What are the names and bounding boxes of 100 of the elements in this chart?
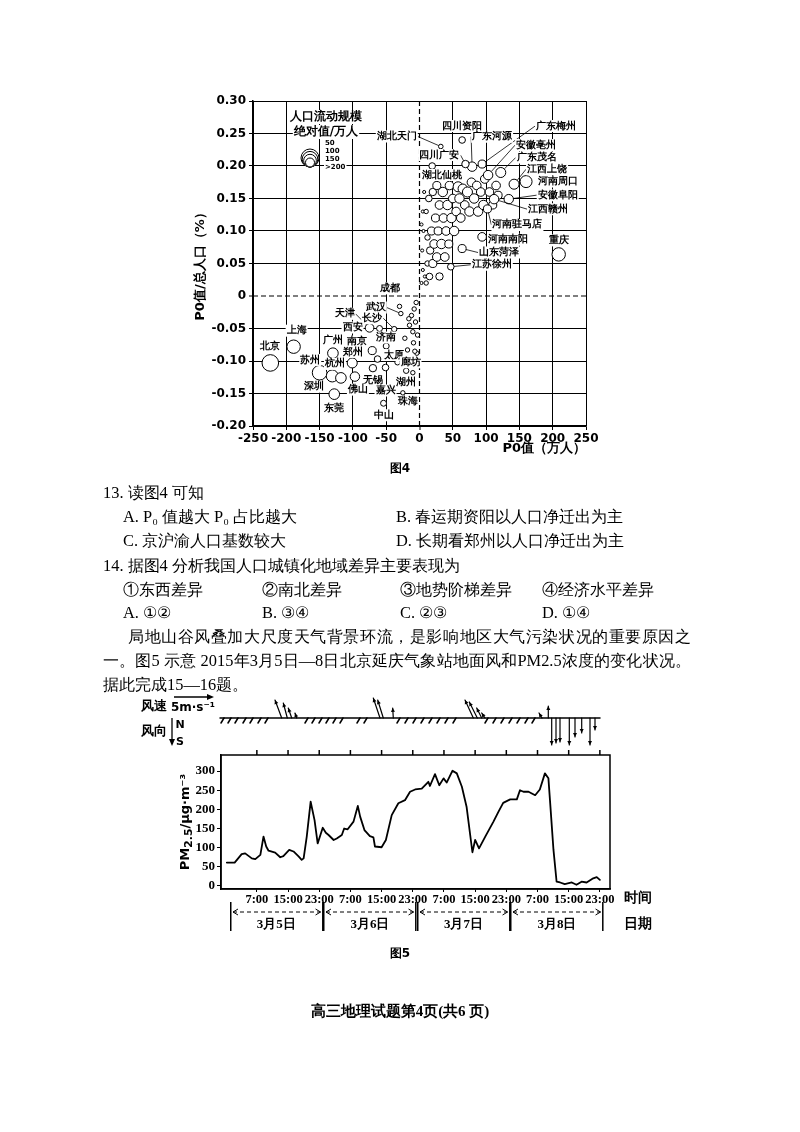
x-tick-label: 23:00 (491, 891, 521, 906)
x2-tick-label: 3月8日 (537, 916, 577, 932)
annotation: 无锡 (361, 373, 383, 385)
y-tick-label: -0.20 (211, 418, 246, 433)
annotation: 安徽亳州 (516, 138, 557, 150)
x-tick-label: 23:00 (398, 891, 428, 906)
annotation: 四川广安 (419, 148, 460, 160)
x-tick-label: 15:00 (367, 891, 397, 906)
y-tick-label: -0.10 (211, 353, 246, 368)
annotation: 江苏徐州 (470, 258, 512, 270)
annotation: 北京 (259, 339, 281, 351)
text: 5m·s⁻¹ (170, 700, 216, 714)
y-tick-label: 0 (237, 288, 246, 303)
x-tick-label: 7:00 (338, 891, 362, 906)
annotation: 天津 (333, 307, 355, 319)
annotation: 东莞 (323, 401, 345, 413)
annotation: 河南周口 (537, 175, 579, 187)
annotation: 成都 (378, 281, 400, 293)
text: A. P₀ 值越大 P₀ 占比越大 (123, 506, 297, 528)
text: B. 春运期资阳以人口净迁出为主 (396, 506, 624, 528)
x2-tick-label: 3月5日 (256, 916, 296, 932)
text: 14. 据图4 分析我国人口城镇化地域差异主要表现为 (103, 555, 460, 577)
annotation: 重庆 (547, 233, 569, 245)
annotation: 广东河源 (471, 130, 514, 142)
annotation: 广州 (321, 333, 343, 345)
text: 高三地理试题第4页(共6 页) (310, 1002, 490, 1021)
annotation: 武汉 (364, 301, 387, 313)
x-tick-label: 23:00 (304, 891, 334, 906)
x-tick-label: 7:00 (432, 891, 456, 906)
y-tick-label: 300 (195, 762, 215, 778)
annotation: 西安 (341, 321, 363, 333)
x-tick-label: 7:00 (526, 891, 549, 906)
annotation: 四川资阳 (442, 119, 483, 131)
y-tick-label: 100 (195, 839, 215, 855)
y-tick-label: 0.30 (216, 93, 246, 108)
text: 13. 读图4 可知 (103, 482, 204, 504)
annotation: 杭州 (323, 357, 345, 369)
text: 风向 (141, 722, 167, 740)
x-tick-label: -50 (375, 431, 398, 446)
text: C. ②③ (400, 602, 448, 624)
text: 图5 (389, 945, 411, 962)
text: D. 长期看郑州以人口净迁出为主 (396, 530, 625, 552)
y-tick-label: -0.05 (211, 320, 246, 335)
annotation: 河南南阳 (487, 233, 529, 245)
y-tick-label: 200 (195, 800, 215, 816)
text: B. ③④ (262, 602, 310, 624)
text: 风速 (141, 697, 167, 715)
annotation: 长沙 (361, 311, 384, 323)
x2-tick-label: 3月7日 (443, 916, 483, 932)
annotation: 湖北天门 (375, 130, 417, 142)
text: ④经济水平差异 (542, 579, 654, 601)
text: A. ①② (123, 602, 172, 624)
x-tick-label: 7:00 (245, 891, 269, 906)
x-tick-label: -100 (337, 431, 368, 446)
x2-axis-title: 日期 (624, 914, 652, 931)
annotation: 安徽阜阳 (537, 188, 578, 200)
text: 局地山谷风叠加大尺度天气背景环流，是影响地区大气污染状况的重要原因之一。图5 示意 2015年3月5日—8日北京延庆气象站地面风和PM2.5浓度的变化状况。据此完成15—16题。 (103, 626, 691, 696)
annotation: 嘉兴 (375, 384, 396, 396)
y-axis-title: P0值/总人口（%） (192, 206, 208, 321)
x-tick-label: 23:00 (585, 891, 615, 906)
y-tick-label: -0.15 (211, 385, 246, 400)
annotation: 郑州 (342, 345, 364, 357)
y-tick-label: 150 (195, 819, 215, 835)
annotation: 珠海 (396, 395, 418, 407)
y-tick-label: 0.10 (216, 223, 246, 238)
text: N (175, 717, 185, 731)
annotation: 佛山 (346, 383, 368, 395)
y-tick-label: 0 (208, 877, 215, 893)
x2-tick-label: 3月6日 (350, 916, 390, 932)
text: ①东西差异 (123, 579, 203, 601)
annotation: 湖北仙桃 (421, 168, 464, 180)
annotation: 中山 (373, 408, 394, 420)
y-tick-label: 250 (195, 781, 215, 797)
x-tick-label: 50 (444, 431, 462, 446)
text: ②南北差异 (262, 579, 342, 601)
y-tick-label: 0.05 (216, 255, 246, 270)
annotation: 江西上饶 (526, 162, 568, 174)
annotation: 南京 (346, 335, 368, 347)
x-tick-label: -150 (304, 431, 335, 446)
annotation: 湖州 (395, 376, 417, 388)
legend-title: 人口流动规模绝对值/万人 (289, 109, 362, 139)
text: 图4 (389, 460, 411, 477)
x-tick-label: 15:00 (460, 891, 490, 906)
annotation: 深圳 (302, 380, 324, 392)
x-tick-label: 100 (473, 431, 499, 446)
annotation: 济南 (375, 331, 397, 343)
text: C. 京沪渝人口基数较大 (123, 530, 287, 552)
text: ③地势阶梯差异 (400, 579, 512, 601)
x-tick-label: -200 (271, 431, 302, 446)
annotation: 广东梅州 (535, 119, 577, 131)
x-axis-title: 时间 (624, 888, 652, 905)
text: S (176, 734, 184, 748)
x-tick-label: 15:00 (554, 891, 584, 906)
x-tick-label: -250 (237, 431, 269, 446)
annotation: 河南驻马店 (491, 218, 543, 230)
annotation: 江西赣州 (527, 202, 569, 214)
annotation: 山东菏泽 (479, 246, 521, 258)
y-tick-label: 0.25 (216, 125, 246, 140)
text: D. ①④ (542, 602, 591, 624)
y-tick-label: 0.15 (216, 190, 246, 205)
